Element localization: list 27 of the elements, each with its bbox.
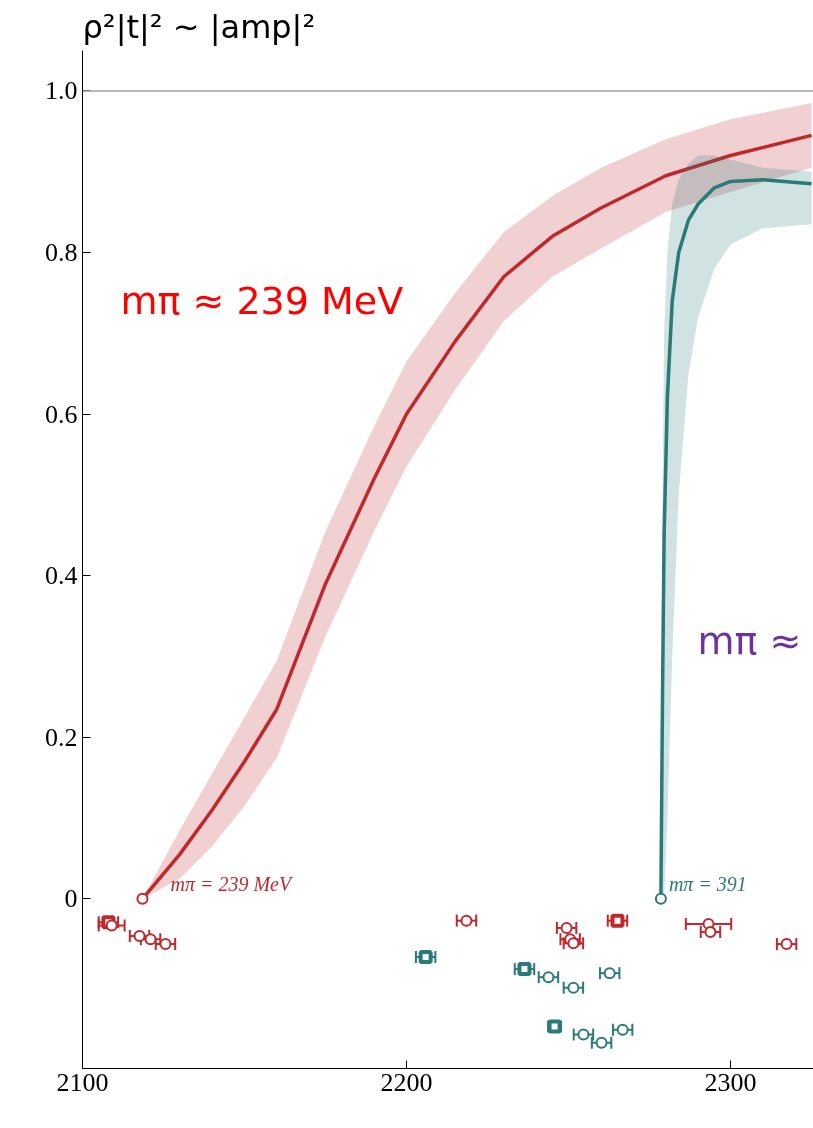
series-label: mπ = 239 MeV <box>170 872 294 895</box>
point <box>560 921 573 934</box>
point <box>603 967 616 980</box>
point <box>567 981 580 994</box>
annotation: mπ ≈ <box>697 618 802 663</box>
x-tick-label: 2300 <box>704 1067 757 1097</box>
x-tick-label: 2200 <box>380 1067 433 1097</box>
y-tick-label: 0.6 <box>45 399 78 429</box>
y-tick-label: 1.0 <box>45 76 78 106</box>
y-tick-label: 0.2 <box>45 722 78 752</box>
y-tick-label: 0 <box>64 884 78 914</box>
point <box>780 938 793 951</box>
point <box>517 962 532 977</box>
x-tick-label: 2100 <box>56 1067 109 1097</box>
point <box>654 892 667 905</box>
point <box>616 1023 629 1036</box>
point <box>418 950 433 964</box>
series-label: mπ = 391 <box>668 872 747 895</box>
point <box>542 971 555 984</box>
annotation: mπ ≈ 239 MeV <box>120 278 404 323</box>
point <box>595 1036 608 1049</box>
y-tick-label: 0.4 <box>45 561 78 591</box>
point <box>105 919 118 932</box>
point <box>577 1028 590 1041</box>
y-tick-label: 0.8 <box>45 237 78 267</box>
point <box>610 913 625 928</box>
chart-title: ρ²|t|² ~ |amp|² <box>82 7 316 46</box>
